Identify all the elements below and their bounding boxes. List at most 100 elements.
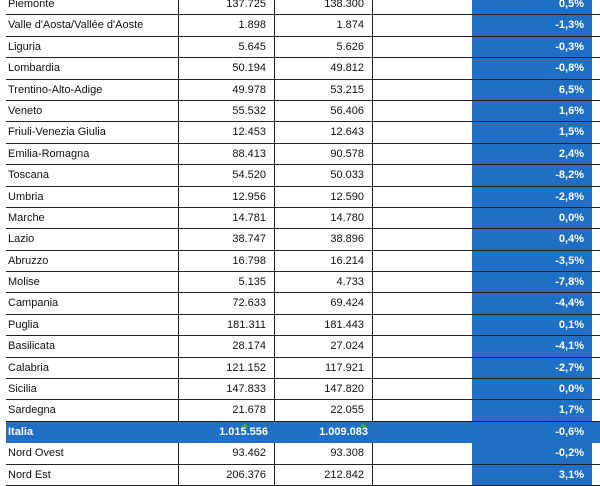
column-divider bbox=[372, 207, 373, 229]
percent-change: -2,7% bbox=[472, 357, 592, 379]
column-divider bbox=[274, 336, 275, 357]
region-name: Emilia-Romagna bbox=[8, 147, 90, 160]
percent-change: 1,6% bbox=[472, 100, 592, 122]
value-first: 88.413 bbox=[232, 147, 266, 160]
region-name: Abruzzo bbox=[8, 254, 49, 267]
column-divider bbox=[178, 272, 179, 293]
value-first: 50.194 bbox=[232, 62, 266, 75]
value-first: 5.645 bbox=[238, 40, 266, 53]
value-second: 56.406 bbox=[330, 104, 364, 117]
region-name: Sicilia bbox=[8, 383, 37, 396]
column-divider bbox=[372, 464, 373, 485]
value-first: 1.898 bbox=[238, 19, 266, 32]
value-second: 12.643 bbox=[330, 126, 364, 139]
value-second: 53.215 bbox=[330, 83, 364, 96]
value-second: 27.024 bbox=[330, 340, 364, 353]
table-row: Veneto 55.532 56.406 1,6% bbox=[6, 100, 600, 123]
region-name: Marche bbox=[8, 211, 45, 224]
value-first: 54.520 bbox=[232, 169, 266, 182]
column-divider bbox=[178, 0, 179, 15]
value-second: 38.896 bbox=[330, 233, 364, 246]
percent-change: -0,3% bbox=[472, 36, 592, 58]
percent-change: -0,6% bbox=[472, 421, 592, 443]
percent-change: 0,1% bbox=[472, 314, 592, 336]
column-divider bbox=[372, 400, 373, 421]
percent-change: 1,5% bbox=[472, 122, 592, 143]
column-divider bbox=[178, 336, 179, 357]
region-name: Toscana bbox=[8, 169, 49, 182]
value-second: 22.055 bbox=[330, 404, 364, 417]
value-second: 69.424 bbox=[330, 297, 364, 310]
column-divider bbox=[274, 379, 275, 400]
column-divider bbox=[372, 357, 373, 379]
region-name: Calabria bbox=[8, 361, 49, 374]
value-second: 90.578 bbox=[330, 147, 364, 160]
column-divider bbox=[274, 464, 275, 485]
value-first: 55.532 bbox=[232, 104, 266, 117]
column-divider bbox=[372, 15, 373, 36]
percent-change: -1,3% bbox=[472, 15, 592, 36]
region-name: Umbria bbox=[8, 190, 44, 203]
region-name: Liguria bbox=[8, 40, 42, 53]
value-second: 117.921 bbox=[325, 361, 364, 374]
region-name: Nord Est bbox=[8, 468, 51, 481]
percent-change: -2,8% bbox=[472, 186, 592, 207]
column-divider bbox=[178, 229, 179, 250]
region-name: Puglia bbox=[8, 318, 39, 331]
column-divider bbox=[274, 400, 275, 421]
column-divider bbox=[274, 272, 275, 293]
column-divider bbox=[372, 122, 373, 143]
column-divider bbox=[178, 15, 179, 36]
column-divider bbox=[372, 379, 373, 400]
table-row: Sardegna 21.678 22.055 1,7% bbox=[6, 400, 600, 422]
column-divider bbox=[372, 314, 373, 336]
column-divider bbox=[178, 79, 179, 100]
table-row: Umbria 12.956 12.590 -2,8% bbox=[6, 186, 600, 208]
column-divider bbox=[372, 336, 373, 357]
column-divider bbox=[178, 36, 179, 58]
value-first: 1.015.556 bbox=[219, 425, 268, 438]
percent-change: -8,2% bbox=[472, 165, 592, 186]
column-divider bbox=[372, 165, 373, 186]
column-divider bbox=[372, 58, 373, 79]
column-divider bbox=[274, 0, 275, 15]
table-row: Toscana 54.520 50.033 -8,2% bbox=[6, 165, 600, 187]
region-name: Lazio bbox=[8, 233, 35, 246]
column-divider bbox=[274, 443, 275, 464]
value-second: 138.300 bbox=[324, 0, 364, 10]
value-first: 16.798 bbox=[232, 254, 266, 267]
table-row: Liguria 5.645 5.626 -0,3% bbox=[6, 36, 600, 59]
column-divider bbox=[178, 250, 179, 272]
value-first: 121.152 bbox=[226, 361, 266, 374]
region-name: Veneto bbox=[8, 104, 43, 117]
value-first: 38.747 bbox=[232, 233, 266, 246]
column-divider bbox=[178, 314, 179, 336]
percent-change: 0,0% bbox=[472, 379, 592, 400]
value-first: 12.956 bbox=[232, 190, 266, 203]
column-divider bbox=[274, 36, 275, 58]
value-second: 1.009.083 bbox=[319, 425, 368, 438]
column-divider bbox=[372, 143, 373, 165]
percent-change: 0,5% bbox=[472, 0, 592, 15]
percent-change: 1,7% bbox=[472, 400, 592, 421]
column-divider bbox=[274, 143, 275, 165]
region-name: Italia bbox=[8, 425, 34, 438]
column-divider bbox=[178, 165, 179, 186]
region-name: Sardegna bbox=[8, 404, 56, 417]
table-row: Sicilia 147.833 147.820 0,0% bbox=[6, 379, 600, 401]
percent-change: -4,1% bbox=[472, 336, 592, 357]
table-row: Friuli-Venezia Giulia 12.453 12.643 1,5% bbox=[6, 122, 600, 144]
region-name: Trentino-Alto-Adige bbox=[8, 83, 103, 96]
table-row: Marche 14.781 14.780 0,0% bbox=[6, 207, 600, 230]
region-name: Nord Ovest bbox=[8, 447, 64, 460]
table-row: Lombardia 50.194 49.812 -0,8% bbox=[6, 58, 600, 80]
column-divider bbox=[274, 58, 275, 79]
region-name: Friuli-Venezia Giulia bbox=[8, 126, 106, 139]
value-first: 137.725 bbox=[226, 0, 266, 10]
value-second: 16.214 bbox=[330, 254, 364, 267]
column-divider bbox=[178, 207, 179, 229]
percent-change: 0,0% bbox=[472, 207, 592, 229]
value-first: 21.678 bbox=[232, 404, 266, 417]
region-name: Basilicata bbox=[8, 340, 56, 353]
value-second: 5.626 bbox=[336, 40, 364, 53]
